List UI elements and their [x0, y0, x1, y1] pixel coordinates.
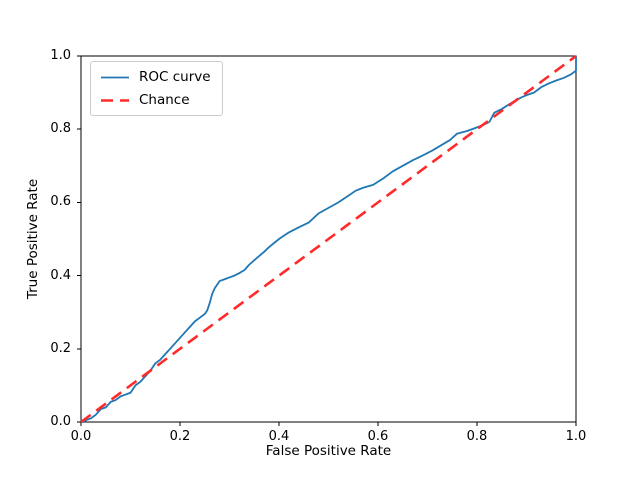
- y-tick-label: 0.8: [50, 121, 71, 137]
- x-tick-label: 0.0: [70, 429, 92, 444]
- y-tick-label: 0.0: [50, 414, 71, 429]
- roc-curve-line: [81, 56, 577, 423]
- roc-curve-line-icon: [101, 76, 129, 78]
- x-tick-label: 0.6: [367, 429, 389, 444]
- x-tick-label: 0.4: [268, 429, 290, 444]
- chance-dashed-line-icon: [101, 98, 129, 102]
- y-tick-label: 1.0: [50, 48, 71, 63]
- legend-item-roc-curve: ROC curve: [100, 69, 211, 85]
- legend-label-chance: Chance: [139, 92, 190, 108]
- legend-item-chance: Chance: [100, 92, 211, 108]
- y-tick-label: 0.6: [50, 194, 71, 210]
- y-axis-label: True Positive Rate: [25, 178, 41, 300]
- x-tick-label: 0.8: [466, 429, 488, 444]
- axes-spines: [80, 55, 577, 423]
- x-tick-label: 1.0: [565, 429, 587, 444]
- x-axis-label: False Positive Rate: [265, 443, 392, 459]
- chance-line: [80, 54, 577, 424]
- x-tick-label: 0.2: [169, 429, 191, 444]
- legend-label-roc-curve: ROC curve: [139, 69, 211, 85]
- y-tick-label: 0.4: [50, 267, 71, 283]
- legend: ROC curve Chance: [90, 61, 223, 116]
- y-tick-label: 0.2: [50, 340, 71, 356]
